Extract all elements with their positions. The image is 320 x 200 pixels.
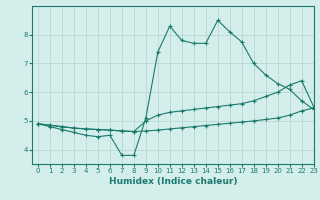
X-axis label: Humidex (Indice chaleur): Humidex (Indice chaleur) (108, 177, 237, 186)
